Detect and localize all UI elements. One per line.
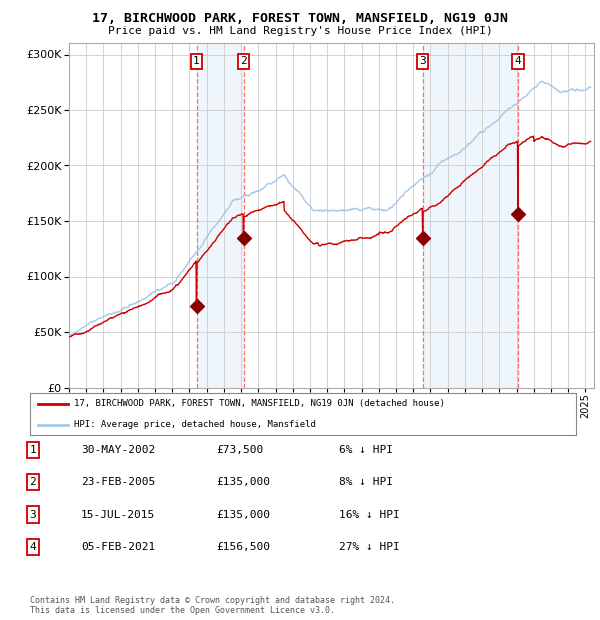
- Text: 2: 2: [29, 477, 37, 487]
- Text: 4: 4: [29, 542, 37, 552]
- Text: 1: 1: [29, 445, 37, 455]
- Text: 23-FEB-2005: 23-FEB-2005: [81, 477, 155, 487]
- Text: 4: 4: [515, 56, 521, 66]
- Point: [513, 209, 523, 219]
- Bar: [422, 43, 518, 388]
- Text: Price paid vs. HM Land Registry's House Price Index (HPI): Price paid vs. HM Land Registry's House …: [107, 26, 493, 36]
- Text: 2: 2: [240, 56, 247, 66]
- Point: [418, 232, 427, 242]
- Text: 30-MAY-2002: 30-MAY-2002: [81, 445, 155, 455]
- Text: 3: 3: [419, 56, 426, 66]
- Text: 17, BIRCHWOOD PARK, FOREST TOWN, MANSFIELD, NG19 0JN: 17, BIRCHWOOD PARK, FOREST TOWN, MANSFIE…: [92, 12, 508, 25]
- Text: 15-JUL-2015: 15-JUL-2015: [81, 510, 155, 520]
- Text: £135,000: £135,000: [216, 510, 270, 520]
- Text: 8% ↓ HPI: 8% ↓ HPI: [339, 477, 393, 487]
- Text: 6% ↓ HPI: 6% ↓ HPI: [339, 445, 393, 455]
- Bar: [197, 43, 244, 388]
- Text: HPI: Average price, detached house, Mansfield: HPI: Average price, detached house, Mans…: [74, 420, 316, 429]
- Text: 05-FEB-2021: 05-FEB-2021: [81, 542, 155, 552]
- Text: Contains HM Land Registry data © Crown copyright and database right 2024.
This d: Contains HM Land Registry data © Crown c…: [30, 596, 395, 615]
- Text: £135,000: £135,000: [216, 477, 270, 487]
- Text: 3: 3: [29, 510, 37, 520]
- Text: 17, BIRCHWOOD PARK, FOREST TOWN, MANSFIELD, NG19 0JN (detached house): 17, BIRCHWOOD PARK, FOREST TOWN, MANSFIE…: [74, 399, 445, 408]
- Point: [192, 301, 202, 311]
- Text: 16% ↓ HPI: 16% ↓ HPI: [339, 510, 400, 520]
- Text: £73,500: £73,500: [216, 445, 263, 455]
- Text: £156,500: £156,500: [216, 542, 270, 552]
- Point: [239, 232, 248, 242]
- Text: 27% ↓ HPI: 27% ↓ HPI: [339, 542, 400, 552]
- Text: 1: 1: [193, 56, 200, 66]
